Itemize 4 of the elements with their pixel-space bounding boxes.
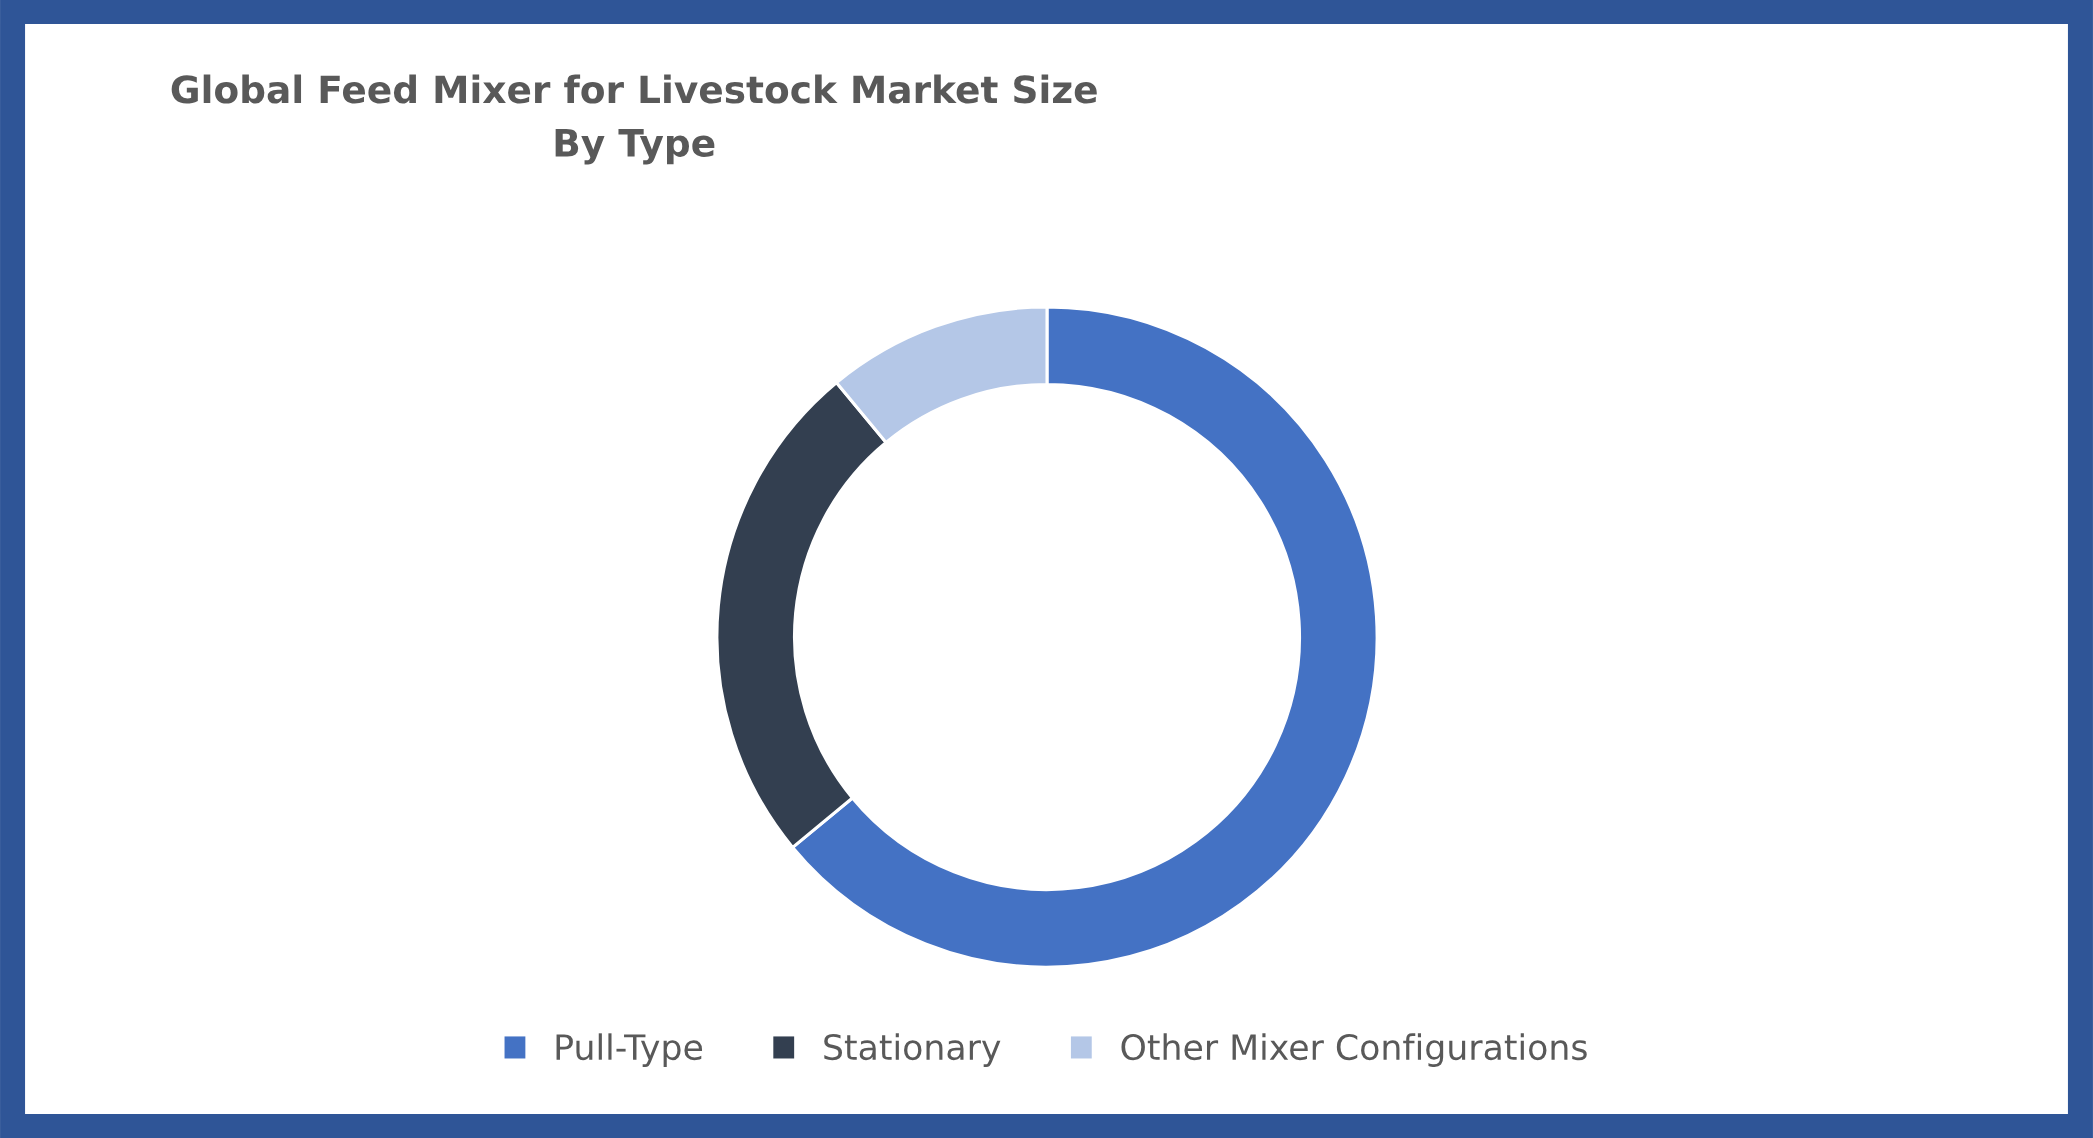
legend-label: Other Mixer Configurations xyxy=(1121,1033,1587,1067)
legend-label: Stationary xyxy=(824,1033,1001,1067)
chart-title: Global Feed Mixer for Livestock Market Size By Type xyxy=(171,74,1097,165)
legend-label: Pull-Type xyxy=(556,1033,703,1067)
